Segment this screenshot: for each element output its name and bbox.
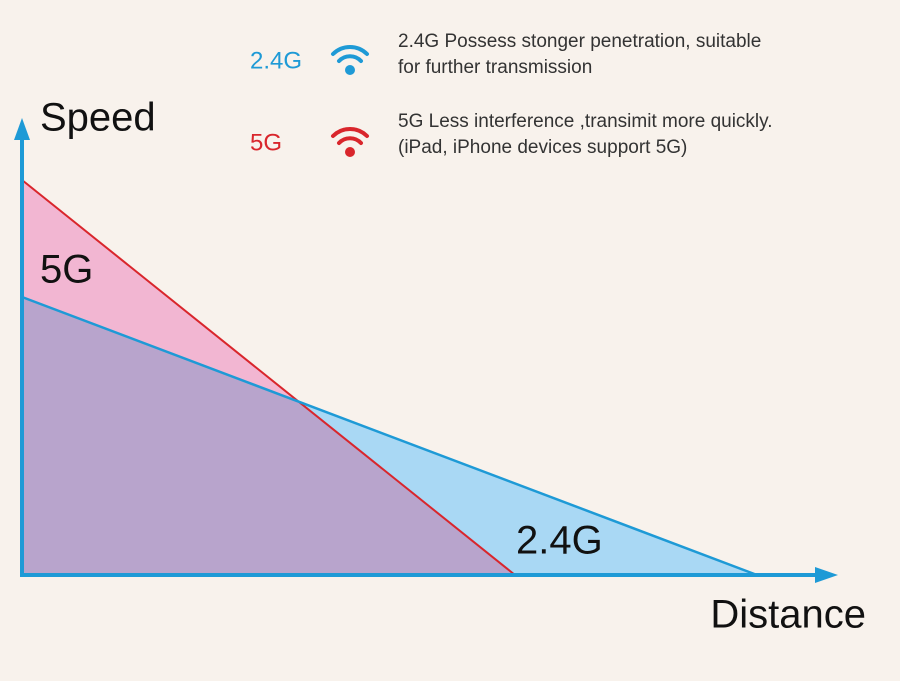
wifi-icon: [331, 44, 369, 75]
x-axis-label: Distance: [710, 593, 866, 637]
high-band-line: [21, 179, 516, 576]
legend-label: 5G: [250, 129, 282, 156]
legend-text: (iPad, iPhone devices support 5G): [398, 137, 687, 158]
region-label: 2.4G: [516, 519, 603, 563]
wifi-icon: [331, 126, 369, 157]
x-arrow: [815, 567, 838, 583]
y-axis-label: Speed: [40, 96, 156, 140]
y-arrow: [14, 118, 30, 140]
low-band-line: [21, 295, 758, 577]
overlap-area: [22, 297, 515, 575]
legend-text: for further transmission: [398, 57, 592, 78]
region-label: 5G: [40, 248, 93, 292]
legend-label: 2.4G: [250, 47, 302, 74]
legend-text: 5G Less interference ,transimit more qui…: [398, 111, 773, 132]
legend-text: 2.4G Possess stonger penetration, suitab…: [398, 31, 761, 52]
